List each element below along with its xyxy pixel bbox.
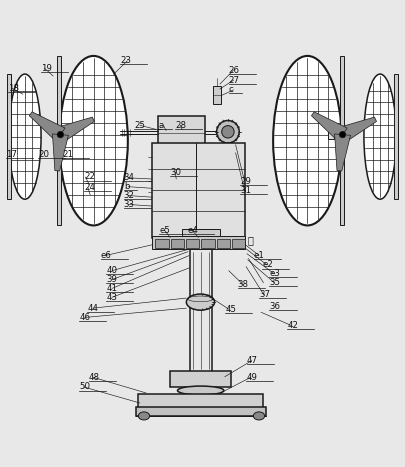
Text: 21: 21 — [62, 150, 73, 159]
Bar — [213, 86, 221, 104]
Polygon shape — [29, 112, 65, 141]
Ellipse shape — [364, 74, 396, 199]
Text: 36: 36 — [269, 302, 281, 311]
Text: 45: 45 — [225, 305, 236, 314]
Text: 25: 25 — [134, 121, 145, 130]
Text: 28: 28 — [175, 121, 186, 130]
Text: 17: 17 — [6, 150, 17, 159]
Text: 31: 31 — [240, 186, 251, 195]
Ellipse shape — [273, 56, 342, 226]
Text: 38: 38 — [238, 280, 249, 289]
Text: 20: 20 — [38, 150, 49, 159]
Bar — [170, 371, 231, 387]
Ellipse shape — [139, 412, 149, 420]
Ellipse shape — [59, 56, 128, 226]
Text: e5: e5 — [159, 226, 170, 235]
Ellipse shape — [9, 74, 41, 199]
Text: c: c — [229, 85, 234, 94]
Text: 29: 29 — [240, 177, 251, 185]
Text: 23: 23 — [120, 56, 131, 65]
Text: a: a — [158, 121, 163, 130]
Text: 37: 37 — [259, 290, 270, 299]
Text: 39: 39 — [107, 275, 117, 284]
Text: 42: 42 — [287, 321, 298, 330]
Text: 49: 49 — [246, 373, 257, 382]
Text: 50: 50 — [79, 382, 90, 391]
Bar — [138, 394, 263, 408]
Polygon shape — [53, 134, 68, 171]
Text: 44: 44 — [87, 304, 98, 313]
Ellipse shape — [222, 126, 234, 138]
Bar — [328, 131, 334, 139]
Text: e1: e1 — [254, 251, 264, 260]
Bar — [394, 74, 398, 199]
Ellipse shape — [220, 149, 232, 158]
Text: e2: e2 — [262, 261, 273, 269]
Text: 22: 22 — [84, 172, 95, 182]
Ellipse shape — [57, 131, 64, 138]
Text: ⓓ: ⓓ — [247, 235, 253, 245]
Text: 27: 27 — [229, 76, 240, 85]
Bar — [136, 407, 266, 416]
Bar — [152, 143, 245, 238]
Text: 46: 46 — [79, 313, 90, 322]
Ellipse shape — [339, 131, 346, 138]
Bar — [186, 239, 199, 248]
Polygon shape — [311, 112, 347, 141]
Polygon shape — [57, 117, 94, 142]
Bar — [201, 239, 215, 248]
Ellipse shape — [336, 128, 349, 141]
Text: e4: e4 — [187, 226, 198, 235]
Text: 48: 48 — [89, 373, 100, 382]
Bar — [171, 239, 184, 248]
Bar — [57, 56, 61, 226]
Ellipse shape — [54, 128, 67, 141]
Ellipse shape — [217, 120, 239, 143]
Text: 33: 33 — [124, 200, 135, 209]
Text: 32: 32 — [124, 191, 135, 200]
Text: b: b — [124, 182, 129, 191]
Bar — [7, 74, 11, 199]
Text: 41: 41 — [107, 284, 117, 293]
Text: 47: 47 — [247, 356, 258, 365]
Bar — [155, 239, 168, 248]
Ellipse shape — [254, 412, 264, 420]
Text: 34: 34 — [124, 173, 135, 182]
Bar — [158, 116, 205, 145]
Bar — [181, 229, 220, 236]
Text: 18: 18 — [8, 84, 19, 93]
Text: 24: 24 — [84, 183, 95, 192]
Text: 43: 43 — [107, 293, 117, 302]
Text: 30: 30 — [170, 168, 181, 177]
Text: e3: e3 — [269, 269, 280, 278]
Text: 19: 19 — [41, 64, 52, 72]
Bar — [232, 239, 245, 248]
Bar — [217, 239, 230, 248]
Text: 40: 40 — [107, 266, 117, 275]
Bar — [152, 236, 245, 249]
Text: 35: 35 — [269, 278, 281, 287]
Ellipse shape — [177, 386, 224, 395]
Bar — [68, 131, 75, 139]
Text: 26: 26 — [229, 65, 240, 75]
Bar — [340, 56, 344, 226]
Ellipse shape — [186, 294, 215, 310]
Polygon shape — [335, 134, 350, 171]
Text: e6: e6 — [101, 251, 112, 260]
Polygon shape — [339, 117, 377, 142]
